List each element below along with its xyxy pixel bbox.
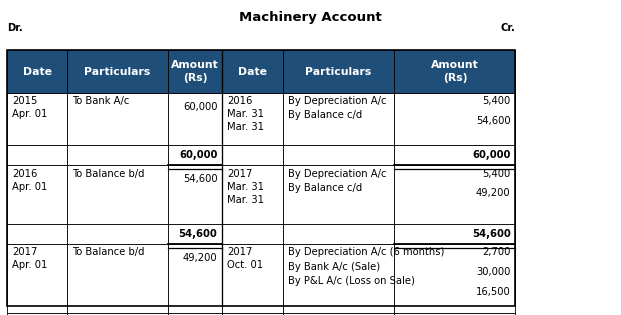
Bar [7,145,67,165]
Bar [7,50,67,93]
Bar [168,224,222,244]
Text: 54,600: 54,600 [472,229,510,239]
Bar [168,244,222,313]
Bar [67,224,168,244]
Bar [67,93,168,145]
Bar [222,313,283,315]
Text: 54,600: 54,600 [183,174,217,184]
Text: To Balance b/d: To Balance b/d [72,247,145,257]
Text: Amount
(Rs): Amount (Rs) [171,60,219,83]
Bar [222,145,283,165]
Bar [7,50,515,306]
Bar [283,244,394,313]
Text: 2017
Oct. 01: 2017 Oct. 01 [227,247,263,271]
Bar [283,145,394,165]
Text: 2017
Apr. 01: 2017 Apr. 01 [12,247,48,271]
Text: 49,200: 49,200 [183,253,217,263]
Bar [7,93,67,145]
Bar [283,93,394,145]
Bar [67,145,168,165]
Text: 49,200: 49,200 [476,188,510,198]
Bar [168,313,222,315]
Text: 54,600: 54,600 [179,229,217,239]
Bar [283,313,394,315]
Text: Date: Date [238,67,267,77]
Text: 60,000: 60,000 [183,101,217,112]
Bar [67,165,168,224]
Bar [67,313,168,315]
Text: 60,000: 60,000 [179,150,217,160]
Text: 16,500: 16,500 [476,287,510,297]
Bar [394,165,515,224]
Bar [168,165,222,224]
Text: 2017
Mar. 31
Mar. 31: 2017 Mar. 31 Mar. 31 [227,169,265,205]
Bar [222,50,283,93]
Bar [168,145,222,165]
Bar [7,224,67,244]
Text: 2,700: 2,700 [482,247,510,257]
Bar [67,244,168,313]
Bar [394,313,515,315]
Bar [7,244,67,313]
Text: By Depreciation A/c (6 months)
By Bank A/c (Sale)
By P&L A/c (Loss on Sale): By Depreciation A/c (6 months) By Bank A… [288,247,444,286]
Text: 5,400: 5,400 [483,96,510,106]
Text: 2016
Apr. 01: 2016 Apr. 01 [12,169,48,192]
Text: Dr.: Dr. [7,23,23,33]
Bar [394,93,515,145]
Text: 54,600: 54,600 [476,116,510,126]
Text: 30,000: 30,000 [476,267,510,277]
Text: 2016
Mar. 31
Mar. 31: 2016 Mar. 31 Mar. 31 [227,96,265,133]
Text: Amount
(Rs): Amount (Rs) [431,60,479,83]
Bar [283,50,394,93]
Bar [283,224,394,244]
Bar [168,93,222,145]
Bar [222,224,283,244]
Text: Cr.: Cr. [501,23,515,33]
Text: By Depreciation A/c
By Balance c/d: By Depreciation A/c By Balance c/d [288,169,386,193]
Bar [7,165,67,224]
Bar [67,50,168,93]
Text: To Bank A/c: To Bank A/c [72,96,129,106]
Bar [7,313,67,315]
Text: Machinery Account: Machinery Account [239,11,382,24]
Text: 2015
Apr. 01: 2015 Apr. 01 [12,96,48,119]
Text: Particulars: Particulars [84,67,150,77]
Text: Particulars: Particulars [306,67,371,77]
Bar [394,50,515,93]
Text: 60,000: 60,000 [472,150,510,160]
Text: To Balance b/d: To Balance b/d [72,169,145,179]
Bar [222,244,283,313]
Bar [394,224,515,244]
Text: 5,400: 5,400 [483,169,510,179]
Bar [168,50,222,93]
Text: Date: Date [23,67,52,77]
Bar [394,244,515,313]
Bar [222,165,283,224]
Bar [222,93,283,145]
Bar [283,165,394,224]
Text: By Depreciation A/c
By Balance c/d: By Depreciation A/c By Balance c/d [288,96,386,120]
Bar [394,145,515,165]
